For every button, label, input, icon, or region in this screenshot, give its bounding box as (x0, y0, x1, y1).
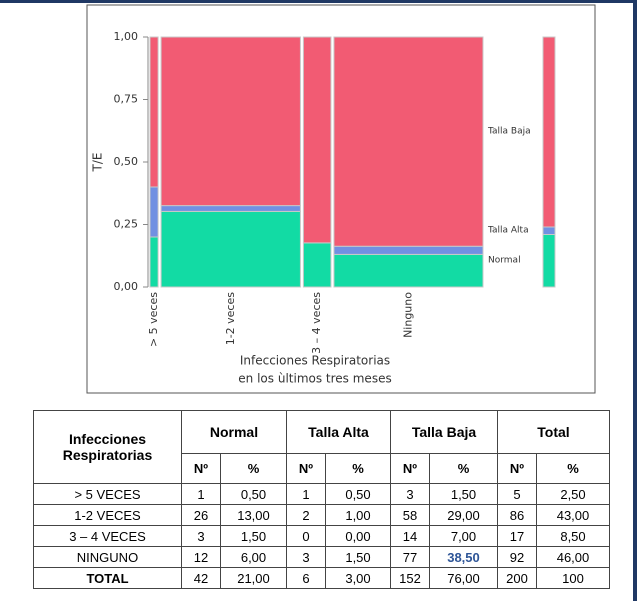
y-tick-label: 0,50 (114, 155, 139, 168)
series-label: Normal (488, 256, 521, 266)
table-cell: % (325, 453, 391, 484)
marginal-cell (542, 36, 556, 228)
y-tick-label: 0,75 (114, 93, 139, 106)
table-cell: Nº (181, 453, 221, 484)
table-cell: 2 (286, 504, 326, 526)
table-cell: 5 (497, 483, 537, 505)
chart: T/E Infecciones Respiratorias en los ùlt… (86, 4, 596, 394)
table-cell: Nº (390, 453, 430, 484)
table-cell: 6 (286, 567, 326, 589)
table-cell: Normal (181, 410, 287, 454)
table-cell: % (429, 453, 498, 484)
table-cell: Nº (497, 453, 537, 484)
table-cell: Talla Alta (286, 410, 391, 454)
marginal-cell (542, 234, 556, 288)
table-cell: 200 (497, 567, 537, 589)
mosaic-cell (333, 36, 484, 247)
table-cell: 86 (497, 504, 537, 526)
table-cell: 0,50 (325, 483, 391, 505)
table-cell: 3,00 (325, 567, 391, 589)
mosaic-cell (333, 253, 484, 288)
table-cell: 43,00 (536, 504, 610, 526)
table-cell: NINGUNO (33, 546, 182, 568)
table-cell: Nº (286, 453, 326, 484)
y-tick-label: 0,00 (114, 280, 139, 293)
series-label: Talla Alta (487, 226, 529, 236)
data-table: Infecciones Respiratorias Normal Talla Alt… (33, 410, 610, 589)
table-cell: 77 (390, 546, 430, 568)
table-cell: 3 (390, 483, 430, 505)
table-cell: 7,00 (429, 525, 498, 547)
mosaic-cell (149, 36, 159, 188)
mosaic-cell (160, 210, 301, 288)
table-cell: 1,50 (220, 525, 287, 547)
y-tick-label: 1,00 (114, 30, 139, 43)
table-cell: 46,00 (536, 546, 610, 568)
table-row: 1-2 VECES 26 13,00 2 1,00 58 29,00 86 43,00 (33, 504, 610, 526)
table-cell: 12 (181, 546, 221, 568)
table-cell: 2,50 (536, 483, 610, 505)
x-tick-label: 1-2 veces (224, 292, 237, 346)
y-tick-label: 0,25 (114, 218, 139, 231)
table-cell: TOTAL (33, 567, 182, 589)
table-cell: 76,00 (429, 567, 498, 589)
table-cell: 3 – 4 VECES (33, 525, 182, 547)
table-cell: 0,00 (325, 525, 391, 547)
table-cell: 100 (536, 567, 610, 589)
table-row: 3 – 4 VECES 3 1,50 0 0,00 14 7,00 17 8,50 (33, 525, 610, 547)
y-axis-title: T/E (91, 153, 105, 173)
table-cell: 26 (181, 504, 221, 526)
table-row: NINGUNO 12 6,00 3 1,50 77 38,50 92 46,00 (33, 546, 610, 568)
mosaic-cell (302, 242, 332, 288)
table-row: Nº% Nº% Nº% Nº% (34, 453, 610, 484)
table-cell: 1,00 (325, 504, 391, 526)
table-cell: Infecciones Respiratorias (33, 410, 182, 484)
table-cell: 3 (181, 525, 221, 547)
table-cell: 42 (181, 567, 221, 589)
table-cell: 8,50 (536, 525, 610, 547)
table-cell: 1,50 (325, 546, 391, 568)
table-cell: Total (497, 410, 610, 454)
table-cell: 3 (286, 546, 326, 568)
series-label: Talla Baja (487, 127, 531, 137)
x-tick-label: 3 – 4 veces (310, 292, 323, 354)
mosaic-cell (149, 236, 159, 288)
table-cell: 1 (286, 483, 326, 505)
table-cell: % (536, 453, 610, 484)
table-cell: 0,50 (220, 483, 287, 505)
table-cell: 0 (286, 525, 326, 547)
table-row: > 5 VECES 1 0,50 1 0,50 3 1,50 5 2,50 (33, 483, 610, 505)
table-cell: % (220, 453, 287, 484)
table-cell: Talla Baja (390, 410, 498, 454)
x-tick-label: > 5 veces (147, 292, 160, 347)
table-cell: 1,50 (429, 483, 498, 505)
table-cell: > 5 VECES (33, 483, 182, 505)
table-cell: 38,50 (429, 546, 498, 568)
x-axis-title: en los ùltimos tres meses (238, 372, 391, 386)
table-cell: 29,00 (429, 504, 498, 526)
table-cell: 1 (181, 483, 221, 505)
table-cell: 17 (497, 525, 537, 547)
table-cell: 6,00 (220, 546, 287, 568)
x-axis-title: Infecciones Respiratorias (240, 354, 390, 368)
chart-frame (86, 4, 596, 394)
mosaic-cell (302, 36, 332, 244)
mosaic-cell (149, 186, 159, 238)
x-tick-label: Ninguno (401, 292, 414, 338)
mosaic-cell (160, 36, 301, 207)
marginal-cell (542, 226, 556, 235)
table-cell: 92 (497, 546, 537, 568)
table-cell: 58 (390, 504, 430, 526)
table-cell: 1-2 VECES (33, 504, 182, 526)
table-row: Infecciones Respiratorias Normal Talla Alt… (33, 410, 610, 484)
mosaic-cell (160, 205, 301, 212)
table-row: TOTAL 42 21,00 6 3,00 152 76,00 200 100 (33, 567, 610, 589)
table-cell: 14 (390, 525, 430, 547)
table-cell: 152 (390, 567, 430, 589)
table-cell: 13,00 (220, 504, 287, 526)
table-cell: 21,00 (220, 567, 287, 589)
mosaic-cell (333, 245, 484, 255)
